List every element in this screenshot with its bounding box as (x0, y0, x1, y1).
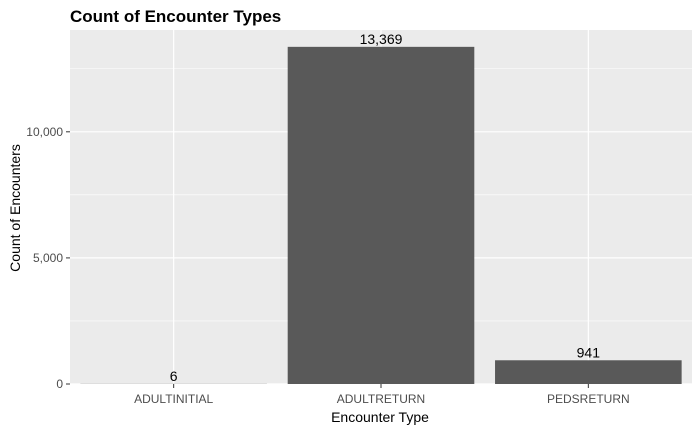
y-tick-label: 0 (56, 377, 63, 391)
x-axis-title: Encounter Type (331, 409, 429, 425)
x-tick-label: ADULTINITIAL (134, 392, 213, 406)
data-label-adultinitial: 6 (170, 368, 178, 384)
bar-adultreturn (287, 46, 475, 384)
y-tick-label: 10,000 (26, 125, 63, 139)
y-axis-title: Count of Encounters (7, 144, 23, 272)
x-axis: ADULTINITIAL ADULTRETURN PEDSRETURN (134, 384, 630, 406)
y-axis: 0 5,000 10,000 (26, 125, 70, 391)
x-tick-label: ADULTRETURN (337, 392, 425, 406)
data-label-pedsreturn: 941 (577, 344, 601, 360)
x-tick-label: PEDSRETURN (547, 392, 630, 406)
data-labels: 6 13,369 941 (170, 31, 600, 384)
bar-pedsreturn (495, 360, 682, 384)
data-label-adultreturn: 13,369 (360, 31, 403, 47)
bars (80, 46, 682, 384)
chart-title: Count of Encounter Types (70, 7, 281, 26)
y-tick-label: 5,000 (33, 251, 63, 265)
